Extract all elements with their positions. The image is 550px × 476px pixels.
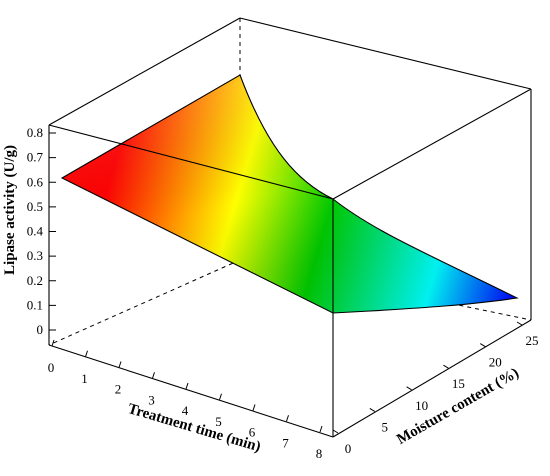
- x-tick-label: 0: [48, 360, 55, 375]
- box-edge-top-front: [48, 124, 334, 200]
- z-axis: 0 0.1 0.2 0.3 0.4 0.5 0.6 0.7 0.8: [27, 125, 56, 337]
- y-tick-label: 20: [489, 355, 502, 370]
- box-edge-bottom-front: [48, 344, 334, 438]
- box-edge-back-bottom-left: [48, 259, 241, 346]
- box-edge-bottom-right: [332, 319, 532, 438]
- y-tick-label: 10: [415, 398, 428, 413]
- x-tick-mark: [286, 415, 289, 422]
- x-tick-label: 3: [148, 392, 155, 407]
- x-tick-label: 5: [215, 414, 222, 429]
- y-tick-mark: [516, 321, 523, 326]
- box-edge-back-top: [239, 17, 532, 90]
- x-tick-mark: [185, 382, 189, 390]
- y-tick-mark: [369, 407, 376, 412]
- box-edge-top-right: [332, 88, 532, 200]
- y-tick-mark: [443, 364, 449, 369]
- z-tick-label: 0.4: [27, 224, 44, 239]
- y-tick-label: 5: [382, 419, 389, 434]
- x-tick-label: 1: [81, 371, 88, 386]
- y-tick-mark: [332, 429, 339, 434]
- x-tick-label: 2: [115, 382, 122, 397]
- z-axis-title: Lipase activity (U/g): [2, 145, 18, 275]
- surface-outline: [60, 74, 519, 314]
- x-tick-mark: [219, 393, 222, 400]
- bounding-box-front: [48, 17, 532, 438]
- y-tick-label: 25: [526, 333, 539, 348]
- x-axis: 0 1 2 3 4 5 6 7 8: [48, 339, 323, 461]
- z-tick-label: 0.8: [27, 125, 43, 140]
- y-tick-mark: [479, 343, 486, 348]
- x-tick-label: 4: [182, 403, 189, 418]
- x-tick-mark: [85, 350, 88, 357]
- box-edge-top-left: [48, 17, 241, 126]
- x-axis-title: Treatment time (min): [126, 401, 263, 455]
- z-tick-label: 0: [37, 322, 44, 337]
- x-tick-mark: [152, 372, 155, 379]
- z-tick-label: 0.1: [27, 297, 43, 312]
- x-tick-mark: [252, 404, 256, 411]
- z-tick-label: 0.7: [27, 150, 44, 165]
- x-tick-label: 8: [316, 446, 323, 461]
- z-tick-label: 0.2: [27, 273, 43, 288]
- x-tick-mark: [51, 339, 55, 347]
- y-tick-mark: [406, 386, 412, 391]
- x-tick-label: 7: [282, 435, 289, 450]
- z-tick-label: 0.6: [27, 174, 44, 189]
- z-tick-label: 0.3: [27, 248, 43, 263]
- y-tick-label: 15: [452, 376, 465, 391]
- x-tick-mark: [118, 361, 122, 368]
- y-tick-label: 0: [345, 441, 352, 456]
- y-axis: 0 5 10 15 20 25: [332, 321, 539, 456]
- x-tick-mark: [319, 425, 323, 433]
- x-tick-label: 6: [249, 425, 256, 440]
- z-tick-label: 0.5: [27, 199, 43, 214]
